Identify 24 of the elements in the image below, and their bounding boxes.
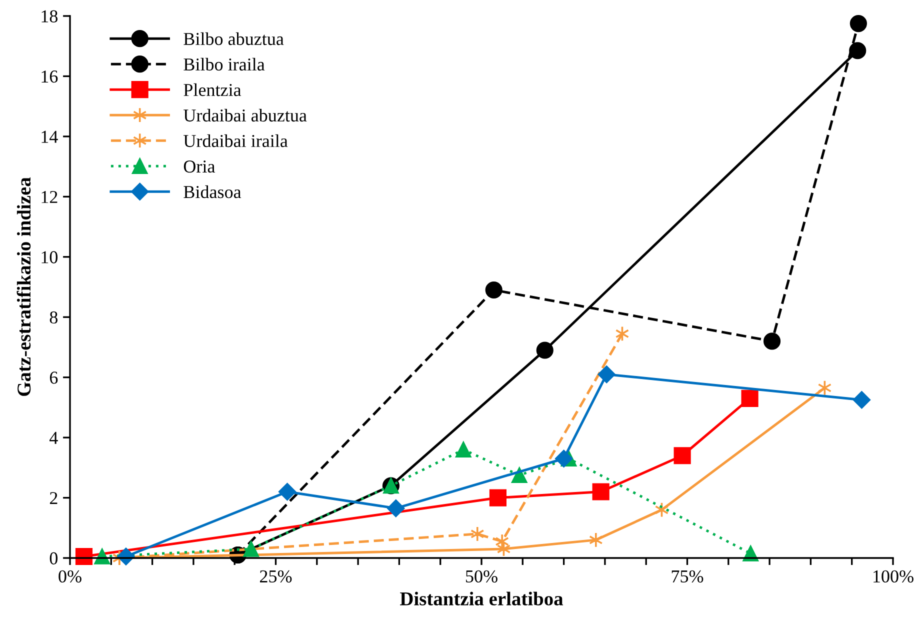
- legend-label: Bilbo iraila: [184, 58, 265, 71]
- legend-label: Urdaibai abuztua: [184, 108, 307, 122]
- x-tick-label: 0%: [58, 570, 82, 583]
- y-tick-label: 10: [42, 251, 58, 264]
- y-tick-label: 12: [42, 190, 58, 203]
- y-tick-label: 0: [50, 552, 58, 564]
- legend-label: Bidasoa: [184, 185, 242, 198]
- legend-label: Urdaibai iraila: [184, 134, 288, 148]
- y-axis-title: Gatz-estratifikazio indizea: [16, 177, 31, 396]
- y-tick-label: 8: [50, 311, 58, 324]
- y-tick-label: 2: [50, 492, 58, 504]
- y-tick-label: 6: [50, 372, 58, 384]
- x-tick-label: 100%: [874, 570, 914, 583]
- x-axis-title: Distantzia erlatiboa: [400, 592, 564, 606]
- x-tick-label: 50%: [466, 570, 498, 583]
- y-tick-label: 4: [50, 432, 58, 444]
- x-tick-label: 25%: [260, 570, 292, 583]
- y-tick-label: 18: [42, 10, 58, 22]
- legend-label: Bilbo abuztua: [184, 32, 284, 46]
- y-tick-label: 14: [42, 130, 58, 143]
- x-tick-label: 75%: [672, 570, 704, 583]
- legend-label: Oria: [184, 160, 215, 173]
- legend-label: Plentzia: [184, 83, 242, 96]
- y-tick-label: 16: [42, 70, 58, 83]
